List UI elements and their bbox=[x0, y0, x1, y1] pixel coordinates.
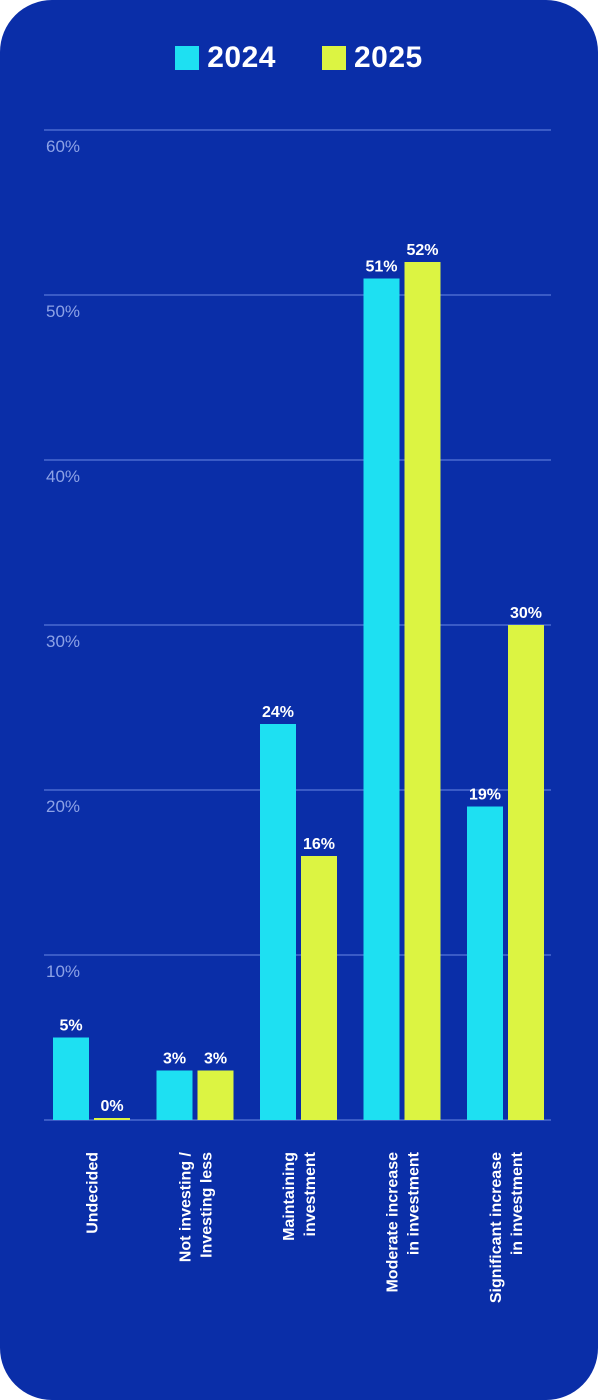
data-label-2024-5: 19% bbox=[469, 787, 501, 804]
bar-2024-1 bbox=[53, 1037, 89, 1120]
data-label-2025-2: 3% bbox=[204, 1051, 227, 1068]
bar-2024-3 bbox=[260, 724, 296, 1120]
y-tick-label: 40% bbox=[46, 467, 80, 486]
x-category-label-line: Investing less bbox=[199, 1152, 216, 1258]
bar-2024-4 bbox=[363, 278, 400, 1120]
data-label-2024-3: 24% bbox=[262, 704, 294, 721]
legend-item-2025: 2025 bbox=[322, 41, 423, 75]
x-category-label-line: investment bbox=[302, 1151, 319, 1236]
y-tick-label: 50% bbox=[46, 302, 80, 321]
x-category-label-line: in investment bbox=[509, 1151, 526, 1255]
y-tick-label: 30% bbox=[46, 632, 80, 651]
x-category-label-text: Moderate increase in investment bbox=[385, 1151, 423, 1292]
x-category-label-text: Maintaining investment bbox=[281, 1151, 319, 1241]
legend-label-2025: 2025 bbox=[354, 41, 423, 74]
x-category-label-line: Not investing / bbox=[178, 1151, 195, 1262]
bar-2025-4 bbox=[404, 262, 441, 1120]
legend-swatch-2025 bbox=[322, 46, 346, 70]
data-label-2024-4: 51% bbox=[365, 259, 397, 276]
x-category-label-text: Not investing / Investing less bbox=[178, 1151, 216, 1262]
x-category-label: Not investing / Investing less bbox=[178, 1151, 216, 1262]
x-category-label-text: Undecided bbox=[85, 1152, 102, 1234]
x-category-label-line: Moderate increase bbox=[385, 1152, 402, 1293]
data-label-2025-3: 16% bbox=[303, 836, 335, 853]
bar-2025-3 bbox=[301, 856, 337, 1120]
bar-2024-2 bbox=[156, 1070, 193, 1120]
legend-item-2024: 2024 bbox=[175, 41, 276, 75]
x-category-label-line: Maintaining bbox=[281, 1152, 298, 1241]
data-label-2025-4: 52% bbox=[406, 242, 438, 259]
x-category-label: Significant increase in investment bbox=[488, 1151, 526, 1303]
y-tick-label: 10% bbox=[46, 962, 80, 981]
x-category-label-text: Significant increase in investment bbox=[488, 1151, 526, 1303]
x-category-label-line: Significant increase bbox=[488, 1152, 505, 1303]
bar-2024-5 bbox=[467, 806, 503, 1120]
x-category-label: Undecided bbox=[85, 1152, 102, 1234]
x-category-label-line: in investment bbox=[406, 1151, 423, 1255]
data-label-2025-5: 30% bbox=[510, 605, 542, 622]
data-label-2024-2: 3% bbox=[163, 1051, 186, 1068]
bar-2025-2 bbox=[197, 1070, 234, 1120]
bar-2025-5 bbox=[508, 625, 544, 1120]
legend-swatch-2024 bbox=[175, 46, 200, 70]
legend: 2024 2025 bbox=[0, 38, 598, 78]
legend-label-2024: 2024 bbox=[207, 41, 276, 74]
bar-2025-1 bbox=[94, 1118, 130, 1120]
x-category-label: Moderate increase in investment bbox=[385, 1151, 423, 1292]
y-tick-label: 60% bbox=[46, 137, 80, 156]
data-label-2024-1: 5% bbox=[59, 1018, 82, 1035]
x-category-label-line: Undecided bbox=[85, 1152, 102, 1234]
x-category-label: Maintaining investment bbox=[281, 1151, 319, 1241]
y-tick-label: 20% bbox=[46, 797, 80, 816]
data-label-2025-1: 0% bbox=[100, 1098, 123, 1115]
